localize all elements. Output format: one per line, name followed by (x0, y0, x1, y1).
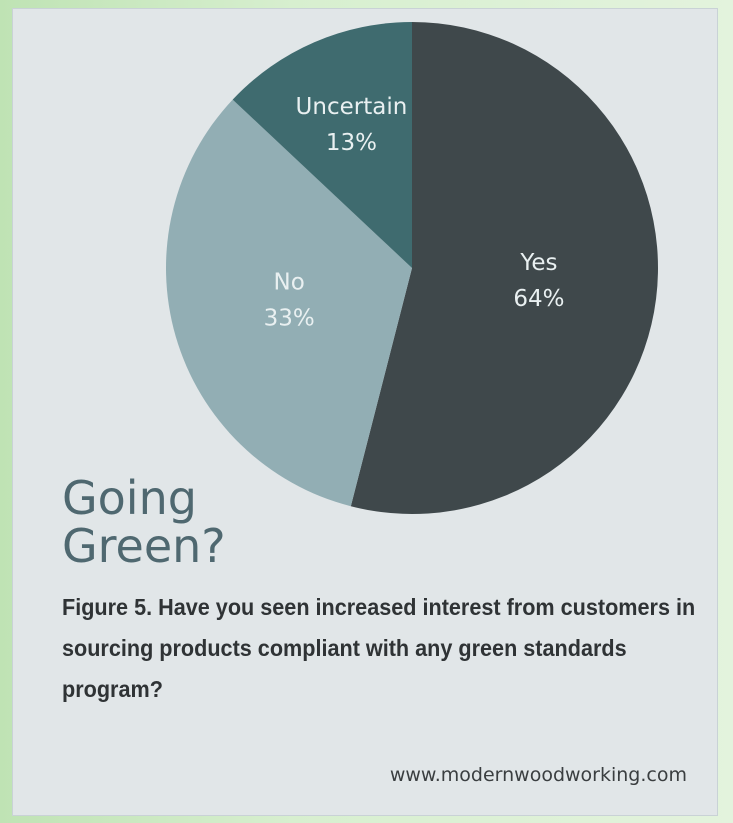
slice-label-no: No (274, 270, 305, 296)
source-url: www.modernwoodworking.com (389, 764, 687, 786)
figure-caption: Figure 5. Have you seen increased intere… (62, 594, 696, 702)
slice-value-yes: 64% (513, 286, 564, 312)
pie-chart: Yes 64% No 33% Uncertain 13% (165, 22, 658, 514)
pie-slice-yes (350, 22, 658, 514)
figure-card: Yes 64% No 33% Uncertain 13% Going Green? Fig… (12, 8, 718, 816)
pie-slice-no (165, 99, 412, 507)
slice-value-no: 33% (264, 306, 315, 332)
figure-heading: Going Green? (62, 474, 362, 570)
heading-line-1: Going (62, 471, 197, 525)
heading-line-2: Green? (62, 519, 226, 573)
pie-slice-uncertain (232, 22, 412, 268)
slice-value-uncertain: 13% (326, 130, 377, 156)
slice-label-uncertain: Uncertain (296, 94, 408, 120)
slice-label-yes: Yes (519, 250, 557, 276)
